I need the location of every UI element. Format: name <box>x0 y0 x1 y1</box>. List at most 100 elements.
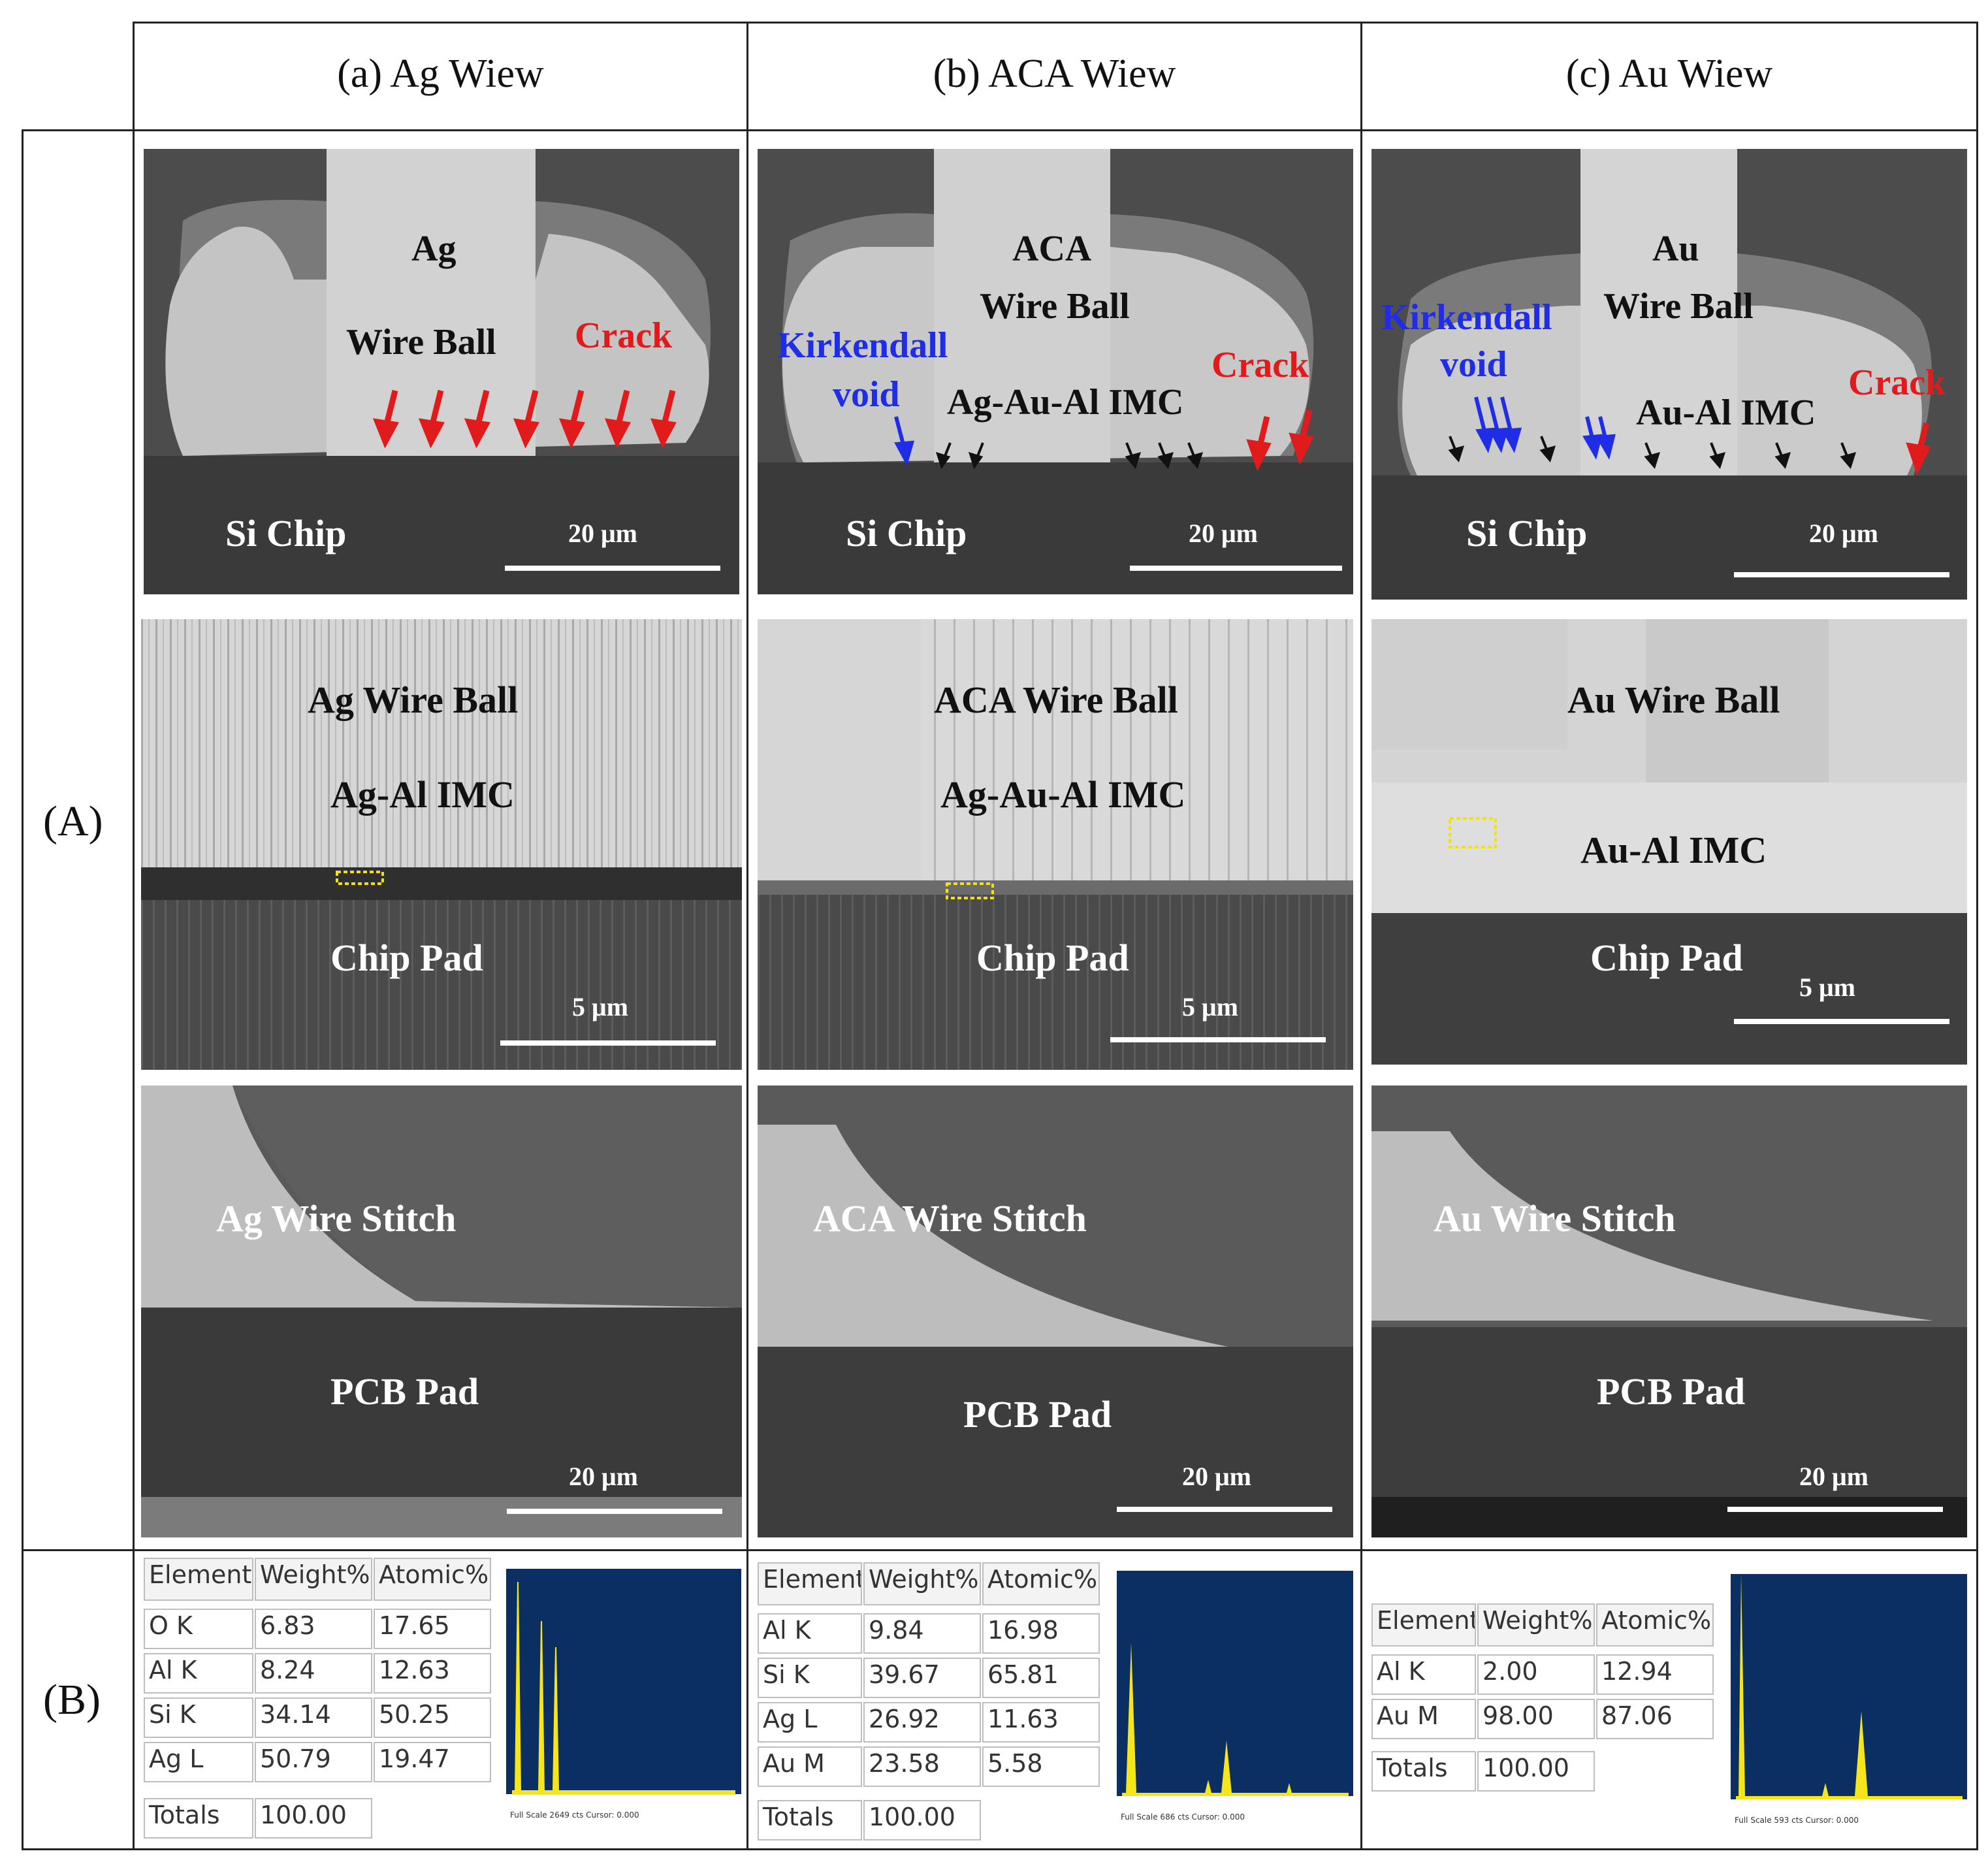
grid-left-line <box>22 129 24 1850</box>
label-pcb-pad: PCB Pad <box>330 1370 479 1413</box>
eds-cell: 16.98 <box>982 1613 1100 1654</box>
row-label-B: (B) <box>43 1676 101 1724</box>
label-chip-pad: Chip Pad <box>976 937 1129 979</box>
sem-panel-ag-stitch: Ag Wire Stitch PCB Pad 20 μm <box>141 1085 742 1537</box>
spectrum-plot <box>506 1569 741 1830</box>
column-header-au: (c) Au Wiew <box>1565 52 1773 96</box>
label-wire-stitch: Au Wire Stitch <box>1434 1197 1676 1240</box>
eds-cell: 8.24 <box>255 1653 372 1694</box>
label-wire-aca: ACA <box>1012 229 1092 269</box>
label-void: void <box>1440 344 1507 385</box>
sem-panel-aca-ball: ACA Wire Ball Kirkendall void Ag-Au-Al I… <box>758 149 1353 594</box>
label-si-chip: Si Chip <box>1466 512 1588 554</box>
scale-bar <box>507 1509 722 1514</box>
label-kirkendall: Kirkendall <box>777 325 948 366</box>
eds-cell: 65.81 <box>982 1658 1100 1698</box>
label-imc: Ag-Au-Al IMC <box>947 382 1184 423</box>
eds-cell: 23.58 <box>863 1746 981 1787</box>
row-label-A: (A) <box>43 797 103 845</box>
eds-cell: 5.58 <box>982 1746 1100 1787</box>
eds-cell: 2.00 <box>1477 1654 1595 1695</box>
sem-panel-ag-imc: Ag Wire Ball Ag-Al IMC Chip Pad 5 μm <box>141 619 742 1070</box>
eds-cell: Al K <box>144 1653 253 1694</box>
scale-bar <box>500 1040 716 1046</box>
eds-totals-value: 100.00 <box>863 1800 981 1840</box>
ag-ball-micrograph <box>144 149 739 594</box>
column-header-aca: (b) ACA Wiew <box>933 52 1176 96</box>
eds-cell: Au M <box>1371 1699 1476 1739</box>
scale-bar-label: 20 μm <box>1799 1462 1868 1491</box>
eds-cell: Si K <box>144 1697 253 1738</box>
sem-panel-ag-ball: Ag Wire Ball Crack Si Chip 20 μm <box>144 149 739 594</box>
eds-cell: O K <box>144 1609 253 1649</box>
eds-cell: 39.67 <box>863 1658 981 1698</box>
grid-header-bottom-line <box>22 129 1978 131</box>
eds-totals-value: 100.00 <box>1477 1751 1595 1792</box>
eds-cell: Au M <box>758 1746 862 1787</box>
eds-header-element: Element <box>144 1558 253 1601</box>
eds-totals-label: Totals <box>144 1798 253 1839</box>
aca-stitch-micrograph <box>758 1085 1353 1537</box>
grid-col-a-b-line <box>746 22 748 1850</box>
spectrum-footer: Full Scale 2649 cts Cursor: 0.000 <box>510 1810 639 1820</box>
column-header-ag: (a) Ag Wiew <box>337 52 544 96</box>
eds-header-weight: Weight% <box>255 1558 372 1601</box>
label-void: void <box>833 374 900 415</box>
label-wire-ag: Ag <box>411 229 457 269</box>
eds-cell: 19.47 <box>374 1742 491 1782</box>
eds-header-weight: Weight% <box>863 1562 981 1605</box>
eds-cell: 50.25 <box>374 1697 491 1738</box>
label-wire-stitch: Ag Wire Stitch <box>216 1197 457 1240</box>
eds-totals-label: Totals <box>1371 1751 1476 1792</box>
annotation-arrows <box>894 409 1314 472</box>
eds-cell: 11.63 <box>982 1702 1100 1743</box>
scale-bar-label: 20 μm <box>568 519 637 548</box>
eds-totals-value: 100.00 <box>255 1798 372 1839</box>
label-wire-ball: Wire Ball <box>1603 286 1754 327</box>
label-crack: Crack <box>1848 362 1946 403</box>
scale-bar-label: 5 μm <box>1799 972 1855 1002</box>
label-wire-ball: Wire Ball <box>980 286 1130 327</box>
scale-bar <box>1734 1019 1949 1024</box>
au-imc-micrograph <box>1371 619 1967 1065</box>
grid-bottom-line <box>22 1848 1978 1850</box>
scale-bar-label: 20 μm <box>1809 519 1878 548</box>
annotation-arrows <box>1448 396 1931 475</box>
label-wire-ball: ACA Wire Ball <box>934 679 1178 721</box>
au-stitch-micrograph <box>1371 1085 1967 1537</box>
eds-spectrum-ag: Full Scale 2649 cts Cursor: 0.000 <box>506 1569 741 1830</box>
spectrum-plot <box>1731 1574 1967 1835</box>
eds-cell: Si K <box>758 1658 862 1698</box>
crack-arrows <box>372 389 677 449</box>
label-wire-ball: Wire Ball <box>346 322 496 362</box>
grid-row-divider-line <box>22 1549 1978 1551</box>
sem-panel-au-imc: Au Wire Ball Au-Al IMC Chip Pad 5 μm <box>1371 619 1967 1065</box>
sem-panel-au-ball: Au Wire Ball Kirkendall void Au-Al IMC C… <box>1371 149 1967 600</box>
label-si-chip: Si Chip <box>225 512 347 554</box>
scale-bar-label: 20 μm <box>569 1462 638 1491</box>
label-imc: Ag-Al IMC <box>330 773 515 816</box>
label-wire-ball: Ag Wire Ball <box>308 679 519 721</box>
eds-header-atomic: Atomic% <box>1596 1603 1714 1647</box>
eds-cell: 17.65 <box>374 1609 491 1649</box>
eds-cell: 12.94 <box>1596 1654 1714 1695</box>
eds-table-au: Element Weight% Atomic% Al K 2.00 12.94 … <box>1371 1603 1724 1812</box>
label-chip-pad: Chip Pad <box>330 937 483 979</box>
eds-spectrum-aca: Full Scale 686 cts Cursor: 0.000 <box>1117 1571 1353 1832</box>
spectrum-plot <box>1117 1571 1353 1832</box>
label-imc: Au-Al IMC <box>1580 829 1767 871</box>
scale-bar-label: 5 μm <box>1182 992 1238 1021</box>
eds-cell: 34.14 <box>255 1697 372 1738</box>
grid-top-line <box>133 22 1978 24</box>
label-imc: Au-Al IMC <box>1636 393 1816 433</box>
eds-header-weight: Weight% <box>1477 1603 1595 1647</box>
eds-header-atomic: Atomic% <box>374 1558 491 1601</box>
eds-cell: 6.83 <box>255 1609 372 1649</box>
label-imc: Ag-Au-Al IMC <box>940 773 1186 816</box>
eds-header-atomic: Atomic% <box>982 1562 1100 1605</box>
aca-ball-micrograph <box>758 149 1353 594</box>
eds-cell: Ag L <box>144 1742 253 1782</box>
eds-cell: 50.79 <box>255 1742 372 1782</box>
label-chip-pad: Chip Pad <box>1590 937 1743 979</box>
eds-cell: Al K <box>1371 1654 1476 1695</box>
